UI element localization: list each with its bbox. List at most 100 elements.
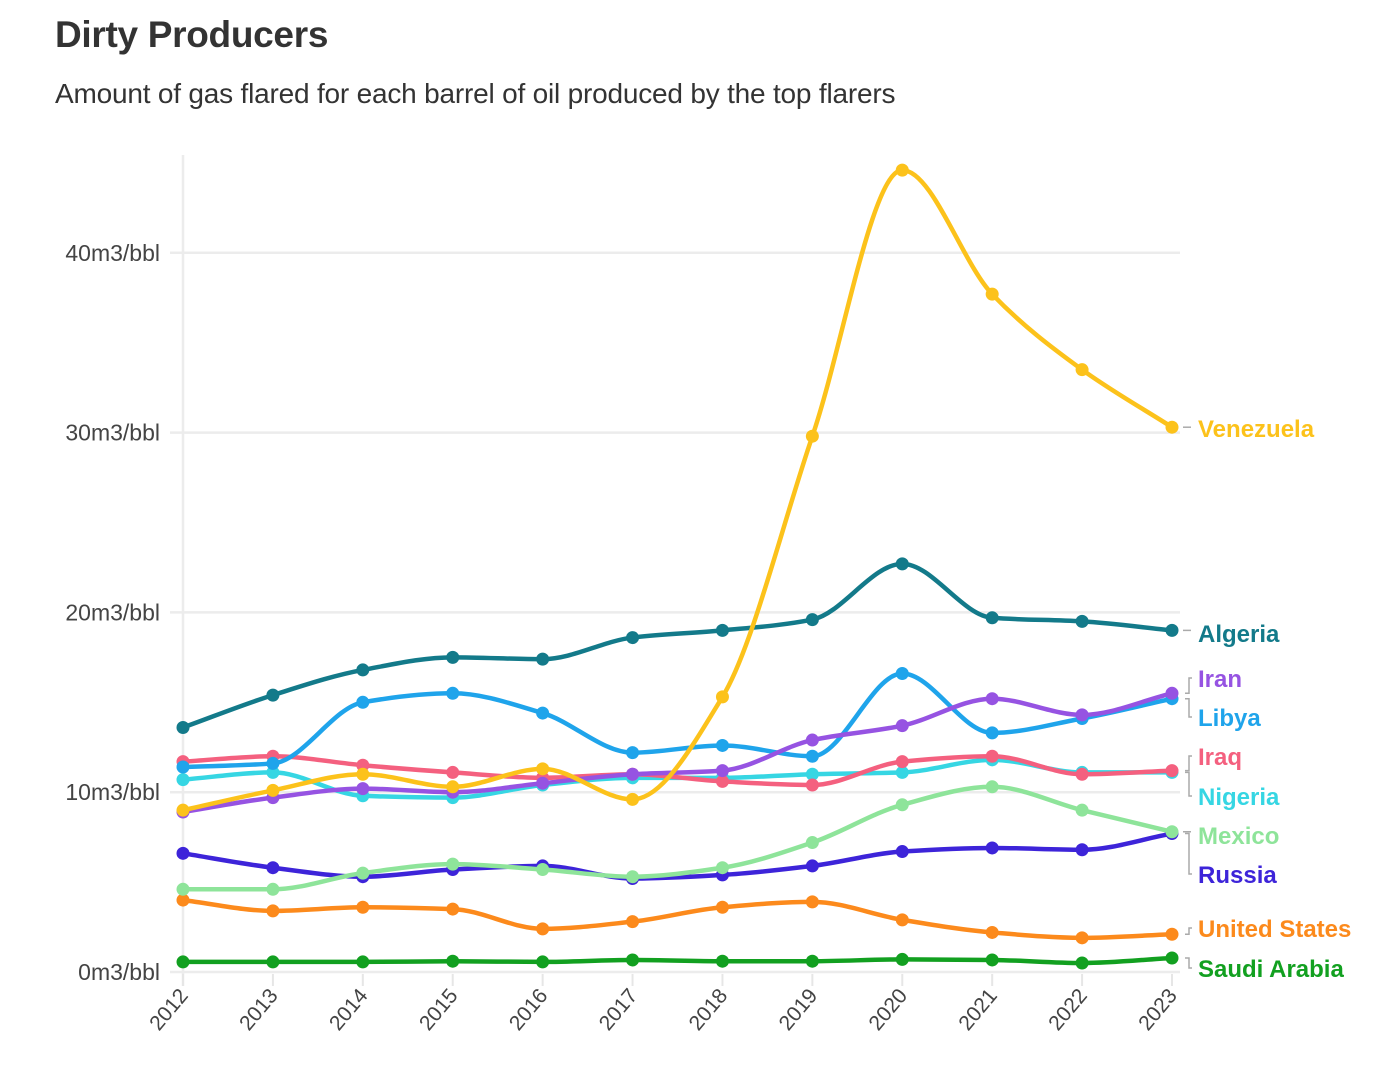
point-russia-2021[interactable] bbox=[985, 841, 999, 855]
point-russia-2013[interactable] bbox=[266, 861, 280, 875]
point-iran-2021[interactable] bbox=[985, 692, 999, 706]
y-tick-label: 10m3/bbl bbox=[65, 779, 160, 805]
point-saudi-arabia-2019[interactable] bbox=[805, 954, 819, 968]
point-libya-2016[interactable] bbox=[536, 706, 550, 720]
point-saudi-arabia-2021[interactable] bbox=[985, 953, 999, 967]
point-saudi-arabia-2015[interactable] bbox=[446, 954, 460, 968]
point-iran-2020[interactable] bbox=[895, 719, 909, 733]
point-mexico-2013[interactable] bbox=[266, 882, 280, 896]
point-mexico-2017[interactable] bbox=[626, 870, 640, 884]
point-mexico-2022[interactable] bbox=[1075, 803, 1089, 817]
point-saudi-arabia-2016[interactable] bbox=[536, 955, 550, 969]
point-russia-2020[interactable] bbox=[895, 845, 909, 859]
point-iran-2016[interactable] bbox=[536, 776, 550, 790]
point-libya-2017[interactable] bbox=[626, 746, 640, 760]
point-iran-2019[interactable] bbox=[805, 733, 819, 747]
point-saudi-arabia-2020[interactable] bbox=[895, 952, 909, 966]
point-united-states-2013[interactable] bbox=[266, 904, 280, 918]
x-tick-label: 2018 bbox=[685, 984, 733, 1035]
point-venezuela-2020[interactable] bbox=[895, 163, 909, 177]
point-united-states-2023[interactable] bbox=[1165, 927, 1179, 941]
point-russia-2019[interactable] bbox=[805, 859, 819, 873]
point-iran-2023[interactable] bbox=[1165, 686, 1179, 700]
point-venezuela-2018[interactable] bbox=[715, 690, 729, 704]
point-nigeria-2020[interactable] bbox=[895, 765, 909, 779]
point-algeria-2018[interactable] bbox=[715, 623, 729, 637]
point-mexico-2023[interactable] bbox=[1165, 825, 1179, 839]
point-venezuela-2012[interactable] bbox=[176, 803, 190, 817]
point-algeria-2015[interactable] bbox=[446, 650, 460, 664]
point-libya-2012[interactable] bbox=[176, 760, 190, 774]
point-libya-2015[interactable] bbox=[446, 686, 460, 700]
point-venezuela-2022[interactable] bbox=[1075, 363, 1089, 377]
point-saudi-arabia-2022[interactable] bbox=[1075, 956, 1089, 970]
point-nigeria-2019[interactable] bbox=[805, 767, 819, 781]
point-libya-2014[interactable] bbox=[356, 695, 370, 709]
point-algeria-2019[interactable] bbox=[805, 613, 819, 627]
point-mexico-2020[interactable] bbox=[895, 798, 909, 812]
point-venezuela-2014[interactable] bbox=[356, 767, 370, 781]
point-venezuela-2015[interactable] bbox=[446, 780, 460, 794]
point-algeria-2013[interactable] bbox=[266, 688, 280, 702]
point-united-states-2017[interactable] bbox=[626, 915, 640, 929]
point-mexico-2021[interactable] bbox=[985, 780, 999, 794]
point-libya-2019[interactable] bbox=[805, 749, 819, 763]
point-united-states-2022[interactable] bbox=[1075, 931, 1089, 945]
point-venezuela-2016[interactable] bbox=[536, 762, 550, 776]
point-saudi-arabia-2018[interactable] bbox=[715, 954, 729, 968]
point-mexico-2019[interactable] bbox=[805, 836, 819, 850]
point-libya-2021[interactable] bbox=[985, 726, 999, 740]
point-algeria-2012[interactable] bbox=[176, 720, 190, 734]
point-united-states-2021[interactable] bbox=[985, 925, 999, 939]
point-iran-2014[interactable] bbox=[356, 782, 370, 796]
point-iraq-2015[interactable] bbox=[446, 765, 460, 779]
point-iraq-2014[interactable] bbox=[356, 758, 370, 772]
point-united-states-2012[interactable] bbox=[176, 893, 190, 907]
point-united-states-2014[interactable] bbox=[356, 900, 370, 914]
point-algeria-2016[interactable] bbox=[536, 652, 550, 666]
point-iraq-2020[interactable] bbox=[895, 755, 909, 769]
point-iraq-2018[interactable] bbox=[715, 774, 729, 788]
point-united-states-2019[interactable] bbox=[805, 895, 819, 909]
point-libya-2018[interactable] bbox=[715, 738, 729, 752]
point-algeria-2014[interactable] bbox=[356, 663, 370, 677]
point-nigeria-2013[interactable] bbox=[266, 765, 280, 779]
point-algeria-2023[interactable] bbox=[1165, 623, 1179, 637]
point-united-states-2020[interactable] bbox=[895, 913, 909, 927]
point-iran-2022[interactable] bbox=[1075, 708, 1089, 722]
point-russia-2012[interactable] bbox=[176, 846, 190, 860]
point-libya-2020[interactable] bbox=[895, 667, 909, 681]
point-venezuela-2017[interactable] bbox=[626, 792, 640, 806]
point-algeria-2022[interactable] bbox=[1075, 614, 1089, 628]
point-venezuela-2019[interactable] bbox=[805, 429, 819, 443]
point-united-states-2016[interactable] bbox=[536, 922, 550, 936]
point-mexico-2018[interactable] bbox=[715, 861, 729, 875]
point-saudi-arabia-2013[interactable] bbox=[266, 955, 280, 969]
point-mexico-2012[interactable] bbox=[176, 882, 190, 896]
point-venezuela-2023[interactable] bbox=[1165, 420, 1179, 434]
point-united-states-2018[interactable] bbox=[715, 900, 729, 914]
point-saudi-arabia-2023[interactable] bbox=[1165, 951, 1179, 965]
point-saudi-arabia-2017[interactable] bbox=[626, 953, 640, 967]
point-saudi-arabia-2012[interactable] bbox=[176, 955, 190, 969]
point-algeria-2021[interactable] bbox=[985, 611, 999, 625]
point-mexico-2014[interactable] bbox=[356, 866, 370, 880]
point-iraq-2021[interactable] bbox=[985, 749, 999, 763]
point-saudi-arabia-2014[interactable] bbox=[356, 955, 370, 969]
point-united-states-2015[interactable] bbox=[446, 902, 460, 916]
point-algeria-2017[interactable] bbox=[626, 631, 640, 645]
point-iraq-2019[interactable] bbox=[805, 778, 819, 792]
line-mexico bbox=[180, 784, 1175, 892]
point-venezuela-2021[interactable] bbox=[985, 287, 999, 301]
point-iran-2017[interactable] bbox=[626, 767, 640, 781]
point-iraq-2023[interactable] bbox=[1165, 764, 1179, 778]
point-mexico-2015[interactable] bbox=[446, 857, 460, 871]
point-russia-2022[interactable] bbox=[1075, 843, 1089, 857]
point-libya-2013[interactable] bbox=[266, 756, 280, 770]
point-venezuela-2013[interactable] bbox=[266, 783, 280, 797]
point-algeria-2020[interactable] bbox=[895, 557, 909, 571]
point-iraq-2022[interactable] bbox=[1075, 767, 1089, 781]
point-mexico-2016[interactable] bbox=[536, 863, 550, 877]
point-iran-2018[interactable] bbox=[715, 764, 729, 778]
point-nigeria-2012[interactable] bbox=[176, 773, 190, 787]
